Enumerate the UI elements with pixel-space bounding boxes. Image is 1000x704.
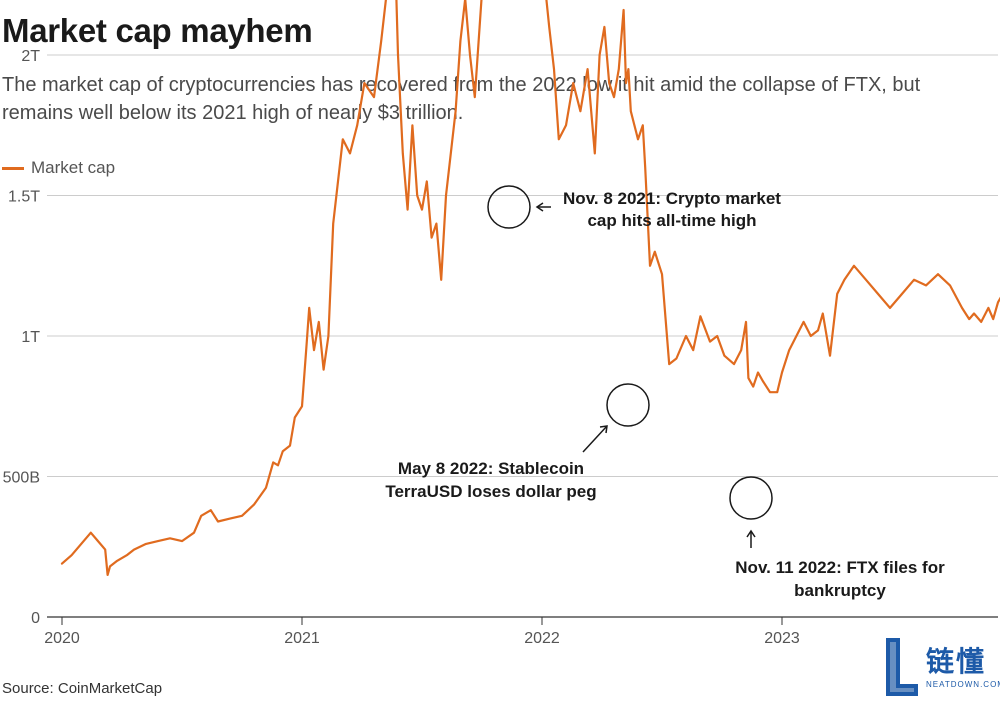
annotation-ftx-line1: Nov. 11 2022: FTX files for <box>735 558 945 577</box>
series-layer <box>60 0 1000 576</box>
chart-subtitle: The market cap of cryptocurrencies has r… <box>2 74 921 124</box>
annotation-circle-ath <box>487 185 531 229</box>
annotation-terra-line2: TerraUSD loses dollar peg <box>385 482 596 501</box>
x-tick-label: 2022 <box>524 630 560 647</box>
y-tick-label: 1T <box>21 329 40 346</box>
annotation-arrowhead-terra <box>599 425 608 434</box>
x-axis-ticks: 2020 2021 2022 2023 <box>44 617 800 647</box>
y-tick-label: 0 <box>31 610 40 627</box>
annotation-layer: Nov. 8 2021: Crypto market cap hits all-… <box>385 185 945 600</box>
annotation-circle-ftx <box>729 476 773 520</box>
annotation-ftx-line2: bankruptcy <box>794 581 886 600</box>
logo-english-text: NEATDOWN.COM <box>926 680 1000 689</box>
annotation-arrow-terra <box>582 425 608 453</box>
annotation-circle-terra <box>606 383 650 427</box>
source-note: Source: CoinMarketCap <box>2 680 163 697</box>
x-tick-label: 2021 <box>284 630 320 647</box>
legend-swatch <box>2 166 24 170</box>
legend: Market cap <box>2 158 115 178</box>
x-tick-label: 2023 <box>764 630 800 647</box>
grid-layer <box>47 54 998 618</box>
annotation-terra-line1: May 8 2022: Stablecoin <box>398 459 584 478</box>
annotation-ath-line2: cap hits all-time high <box>587 211 756 230</box>
y-tick-label: 2T <box>21 48 40 65</box>
y-tick-label: 500B <box>3 470 40 487</box>
logo-chinese-text: 链懂 <box>926 645 987 678</box>
series-line-market-cap <box>60 0 1000 576</box>
y-tick-label: 1.5T <box>8 189 40 206</box>
chart-title: Market cap mayhem <box>2 12 313 49</box>
x-tick-label: 2020 <box>44 630 80 647</box>
legend-label: Market cap <box>31 158 116 177</box>
brand-logo: 链懂 NEATDOWN.COM <box>884 636 1000 698</box>
annotation-arrowhead-ftx <box>746 529 756 538</box>
logo-l-mark-icon <box>886 638 918 696</box>
annotation-arrowhead-ath <box>535 202 544 212</box>
annotation-ath-line1: Nov. 8 2021: Crypto market <box>563 189 781 208</box>
